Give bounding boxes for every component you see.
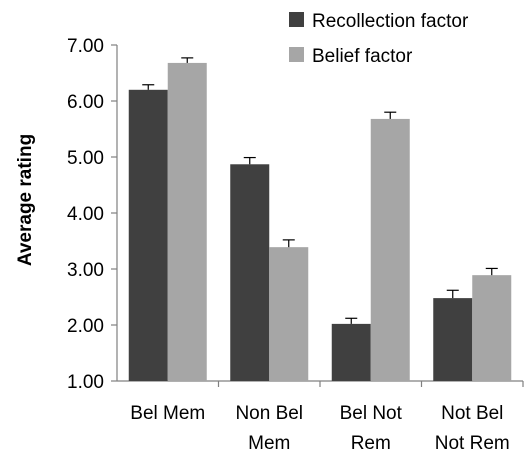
legend-label: Belief factor (312, 46, 413, 67)
bar (331, 323, 371, 381)
x-category-label: Not Bel Not Rem (435, 403, 510, 454)
bar (167, 62, 207, 382)
bar (433, 298, 473, 381)
x-category-label-line: Rem (351, 433, 391, 454)
x-category-label-line: Not Rem (435, 433, 510, 454)
y-tick-label: 3.00 (67, 260, 104, 281)
bar (472, 275, 512, 381)
x-category-label-line: Bel Mem (130, 403, 205, 424)
y-tick-label: 2.00 (67, 316, 104, 337)
y-axis-ticks: 1.00 2.00 3.00 4.00 5.00 6.00 7.00 (67, 36, 117, 393)
x-category-label-line: Mem (248, 433, 290, 454)
bar (230, 164, 270, 381)
y-tick-label: 1.00 (67, 372, 104, 393)
x-axis-categories: Bel Mem Non Bel Mem Bel Not Rem Not Bel Not Re… (130, 403, 509, 454)
bar (128, 89, 168, 382)
x-category-label-line: Bel Not (340, 403, 403, 424)
legend-swatch (289, 12, 304, 27)
y-tick-label: 6.00 (67, 92, 104, 113)
x-category-label-line: Not Bel (441, 403, 503, 424)
legend-swatch (289, 47, 304, 62)
bar (269, 247, 309, 381)
x-category-label: Non Bel Mem (235, 403, 303, 454)
legend: Recollection factor Belief factor (289, 11, 469, 67)
y-axis-title: Average rating (15, 134, 36, 266)
chart-error-bars (142, 57, 498, 324)
x-category-label: Bel Not Rem (340, 403, 403, 454)
chart-bars (128, 62, 512, 382)
x-category-label: Bel Mem (130, 403, 205, 424)
y-tick-label: 4.00 (67, 204, 104, 225)
y-tick-label: 7.00 (67, 36, 104, 57)
bar (370, 118, 410, 382)
y-tick-label: 5.00 (67, 148, 104, 169)
legend-label: Recollection factor (312, 11, 469, 32)
x-category-label-line: Non Bel (235, 403, 303, 424)
